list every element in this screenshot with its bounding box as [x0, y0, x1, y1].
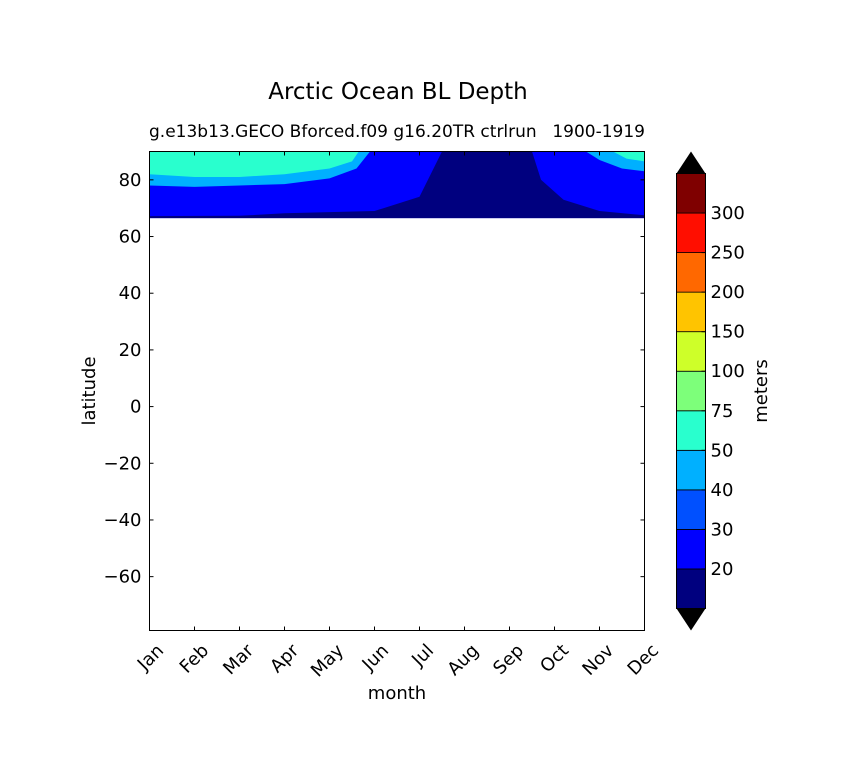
colorbar-segment [676, 568, 706, 609]
colorbar-label: meters [751, 359, 772, 423]
x-tick-label: Aug [443, 640, 483, 680]
colorbar-tick-label: 100 [711, 361, 745, 382]
x-tick-label: May [307, 640, 348, 681]
x-tick-label: Apr [266, 640, 303, 677]
y-tick-label: 40 [119, 283, 142, 304]
x-tick-label: Sep [489, 640, 528, 679]
colorbar-tick-label: 150 [711, 322, 745, 343]
colorbar-extend-under [676, 608, 706, 631]
axis-ticks [149, 151, 645, 631]
colorbar-tick-label: 200 [711, 282, 745, 303]
x-tick-label: Jun [358, 640, 393, 675]
colorbar-segment [676, 449, 706, 491]
colorbar-outline [676, 173, 706, 609]
contour-fill-layer [149, 151, 645, 219]
y-tick-label: 60 [119, 227, 142, 248]
colorbar-tick-label: 30 [711, 519, 734, 540]
x-tick-label: Jul [407, 640, 438, 671]
colorbar-segment [676, 529, 706, 570]
y-axis-label: latitude [79, 356, 100, 425]
colorbar-segment [676, 410, 706, 451]
y-tick-label: 0 [130, 397, 141, 418]
colorbar-tick-label: 250 [711, 243, 745, 264]
colorbar-tick-label: 50 [711, 440, 734, 461]
colorbar-tick-labels: 20 30 40 50 75 100 150 200 250 300 [701, 203, 745, 580]
x-tick-labels: Jan Feb Mar Apr May Jun Jul Aug Sep Oct Nov Dec [133, 640, 663, 682]
colorbar-segment [676, 173, 706, 214]
colorbar-tick-label: 300 [711, 203, 745, 224]
colorbar-extend-over [676, 151, 706, 174]
colorbar [676, 151, 706, 631]
y-tick-label: −40 [104, 510, 142, 531]
colorbar-tick-label: 75 [711, 401, 734, 422]
plot-frame [149, 151, 645, 631]
colorbar-segment [676, 291, 706, 333]
contour-band-10-20 [149, 151, 645, 219]
colorbar-segment [676, 252, 706, 293]
x-tick-label: Feb [176, 640, 213, 677]
contour-band-50-75 [613, 151, 645, 162]
x-axis-label: month [368, 683, 426, 704]
contour-band-50-75 [149, 151, 359, 177]
chart-subtitle-left: g.e13b13.GECO Bforced.f09 g16.20TR ctrlr… [149, 122, 537, 142]
colorbar-segment [676, 212, 706, 253]
y-tick-label: 20 [119, 340, 142, 361]
x-tick-label: Dec [624, 640, 663, 679]
x-tick-label: Nov [578, 640, 618, 680]
colorbar-segment [676, 331, 706, 372]
y-tick-label: 80 [119, 170, 142, 191]
chart-subtitle-right: 1900-1919 [552, 122, 645, 142]
x-tick-label: Mar [219, 640, 258, 679]
y-tick-label: −60 [104, 567, 142, 588]
colorbar-segment [676, 370, 706, 412]
colorbar-tick-label: 20 [711, 559, 734, 580]
x-tick-label: Jan [133, 640, 168, 675]
y-tick-labels: 80 60 40 20 0 −20 −40 −60 [104, 170, 142, 588]
x-tick-label: Oct [536, 640, 573, 677]
colorbar-tick-label: 40 [711, 480, 734, 501]
chart-title: Arctic Ocean BL Depth [268, 79, 528, 105]
colorbar-segment [676, 489, 706, 530]
y-tick-label: −20 [104, 453, 142, 474]
